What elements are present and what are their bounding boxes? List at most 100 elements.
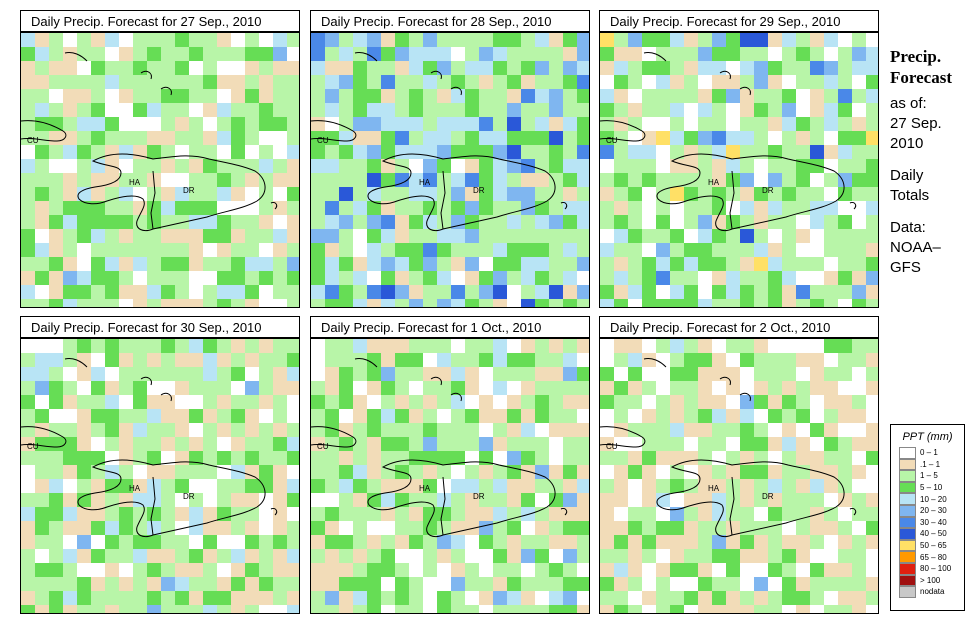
precip-cell xyxy=(381,215,395,229)
legend-item: 0 – 1 xyxy=(899,447,964,459)
precip-cell xyxy=(217,285,231,299)
precip-cell xyxy=(479,229,493,243)
precip-cell xyxy=(493,395,507,409)
precip-cell xyxy=(311,409,325,423)
precip-cell xyxy=(642,201,656,215)
precip-cell xyxy=(866,145,878,159)
precip-cell xyxy=(852,479,866,493)
precip-cell xyxy=(628,605,642,613)
precip-cell xyxy=(63,479,77,493)
precip-cell xyxy=(175,591,189,605)
country-label-dr: DR xyxy=(183,186,195,195)
precip-cell xyxy=(133,75,147,89)
precip-cell xyxy=(642,145,656,159)
precip-cell xyxy=(782,591,796,605)
precip-cell xyxy=(549,257,563,271)
precip-cell xyxy=(203,89,217,103)
precip-cell xyxy=(614,243,628,257)
precip-cell xyxy=(451,367,465,381)
precip-cell xyxy=(189,437,203,451)
precip-cell xyxy=(287,577,299,591)
precip-cell xyxy=(866,285,878,299)
precip-cell xyxy=(311,437,325,451)
precip-cell xyxy=(726,61,740,75)
precip-cell xyxy=(339,33,353,47)
precip-cell xyxy=(245,423,259,437)
precip-cell xyxy=(175,423,189,437)
precip-cell xyxy=(21,271,35,285)
precip-cell xyxy=(838,285,852,299)
precip-cell xyxy=(259,159,273,173)
precip-cell xyxy=(105,353,119,367)
forecast-panel-2: Daily Precip. Forecast for 28 Sep., 2010… xyxy=(310,10,590,308)
precip-cell xyxy=(423,591,437,605)
precip-cell xyxy=(493,367,507,381)
precip-cell xyxy=(656,61,670,75)
coastline xyxy=(643,52,667,62)
precip-cell xyxy=(782,243,796,257)
precip-cell xyxy=(577,285,589,299)
precip-cell xyxy=(395,521,409,535)
precip-cell xyxy=(507,395,521,409)
precip-cell xyxy=(493,33,507,47)
precip-cell xyxy=(712,187,726,201)
precip-cell xyxy=(493,563,507,577)
precip-cell xyxy=(119,103,133,117)
precip-cell xyxy=(325,395,339,409)
precip-cell xyxy=(684,75,698,89)
precip-cell xyxy=(77,201,91,215)
precip-cell xyxy=(63,131,77,145)
precip-cell xyxy=(287,367,299,381)
forecast-map: CU HA DR xyxy=(599,32,879,308)
precip-cell xyxy=(77,75,91,89)
precip-cell xyxy=(189,229,203,243)
precip-cell xyxy=(577,173,589,187)
precip-cell xyxy=(507,563,521,577)
precip-cell xyxy=(600,549,614,563)
precip-cell xyxy=(409,75,423,89)
precip-cell xyxy=(726,437,740,451)
precip-cell xyxy=(521,117,535,131)
precip-cell xyxy=(670,465,684,479)
precip-cell xyxy=(395,89,409,103)
precip-cell xyxy=(77,521,91,535)
precip-cell xyxy=(600,103,614,117)
precip-cell xyxy=(810,61,824,75)
precip-cell xyxy=(437,549,451,563)
precip-cell xyxy=(628,131,642,145)
precip-cell xyxy=(535,339,549,353)
precip-cell xyxy=(796,409,810,423)
precip-cell xyxy=(133,159,147,173)
precip-cell xyxy=(409,549,423,563)
precip-cell xyxy=(796,229,810,243)
precip-cell xyxy=(726,215,740,229)
precip-cell xyxy=(507,479,521,493)
precip-cell xyxy=(35,187,49,201)
precip-cell xyxy=(147,395,161,409)
precip-cell xyxy=(642,605,656,613)
precip-cell xyxy=(810,339,824,353)
precip-cell xyxy=(782,353,796,367)
precip-cell xyxy=(712,465,726,479)
precip-cell xyxy=(105,271,119,285)
precip-cell xyxy=(465,131,479,145)
precip-cell xyxy=(437,145,451,159)
precip-cell xyxy=(119,257,133,271)
precip-cell xyxy=(642,117,656,131)
precip-cell xyxy=(203,367,217,381)
precip-cell xyxy=(353,409,367,423)
precip-cell xyxy=(287,521,299,535)
precip-cell xyxy=(203,493,217,507)
precip-cell xyxy=(245,75,259,89)
precip-cell xyxy=(493,159,507,173)
precip-cell xyxy=(77,299,91,307)
precip-cell xyxy=(507,521,521,535)
precip-cell xyxy=(119,381,133,395)
precip-cell xyxy=(670,479,684,493)
precip-cell xyxy=(339,285,353,299)
precip-cell xyxy=(189,605,203,613)
precip-cell xyxy=(395,75,409,89)
precip-cell xyxy=(339,229,353,243)
precip-cell xyxy=(325,521,339,535)
precip-cell xyxy=(217,591,231,605)
